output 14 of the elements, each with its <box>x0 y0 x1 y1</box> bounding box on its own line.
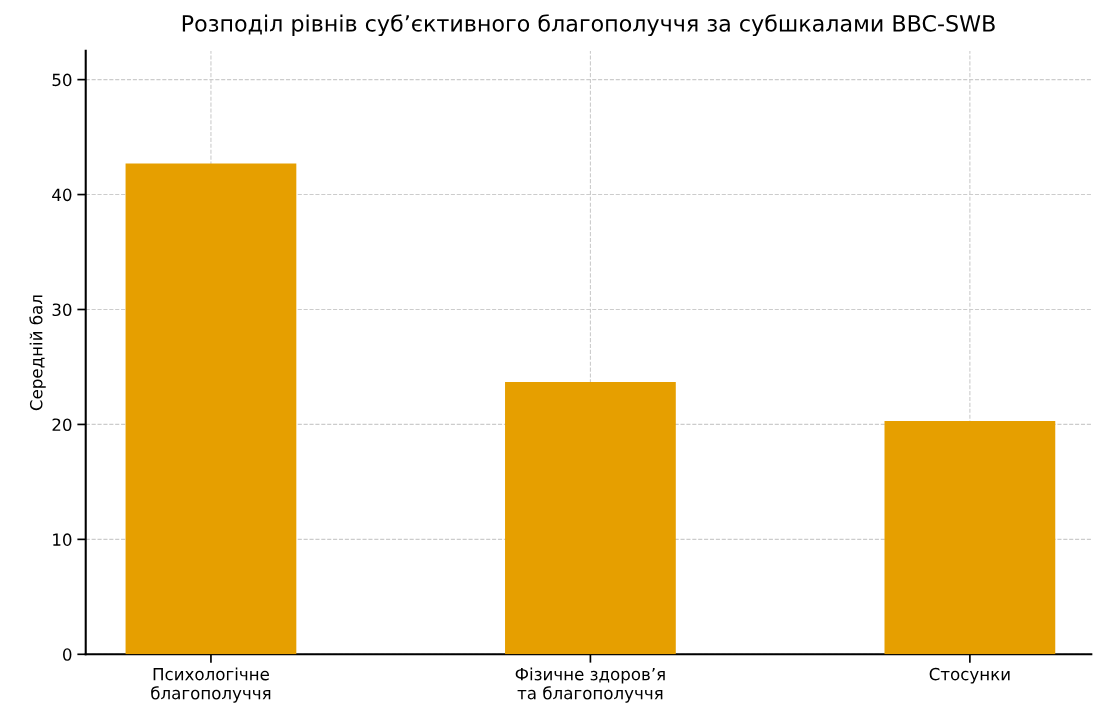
x-tick-label: Стосунки <box>929 667 1010 684</box>
y-tick-label: 30 <box>52 303 72 317</box>
y-tick-label: 0 <box>63 648 72 661</box>
x-tick-label: Психологічне благополуччя <box>151 667 271 703</box>
bar <box>125 163 297 655</box>
y-axis-title: Середній бал <box>29 295 46 411</box>
y-tick-label: 20 <box>52 418 72 431</box>
bar <box>505 381 676 655</box>
y-tick-label: 10 <box>53 533 72 546</box>
bar <box>884 420 1056 655</box>
y-tick-label: 50 <box>52 73 72 87</box>
y-tick-label: 40 <box>52 188 72 202</box>
chart-title: Розподіл рівнів суб’єктивного благополуччя за субшкалами BBC-SWB <box>182 14 995 37</box>
x-tick-label: Фізичне здоров’я та благополуччя <box>515 667 665 703</box>
